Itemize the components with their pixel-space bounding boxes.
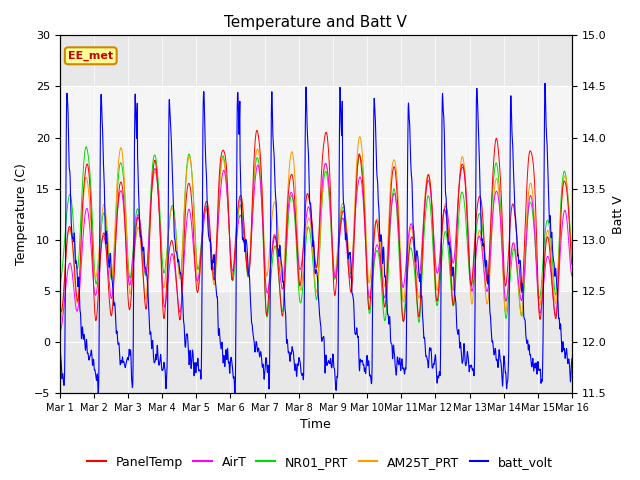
Text: EE_met: EE_met xyxy=(68,51,113,61)
Legend: PanelTemp, AirT, NR01_PRT, AM25T_PRT, batt_volt: PanelTemp, AirT, NR01_PRT, AM25T_PRT, ba… xyxy=(82,451,558,474)
Bar xyxy=(60,86,572,291)
Title: Temperature and Batt V: Temperature and Batt V xyxy=(225,15,407,30)
Y-axis label: Temperature (C): Temperature (C) xyxy=(15,163,28,265)
Y-axis label: Batt V: Batt V xyxy=(612,195,625,234)
X-axis label: Time: Time xyxy=(300,419,331,432)
